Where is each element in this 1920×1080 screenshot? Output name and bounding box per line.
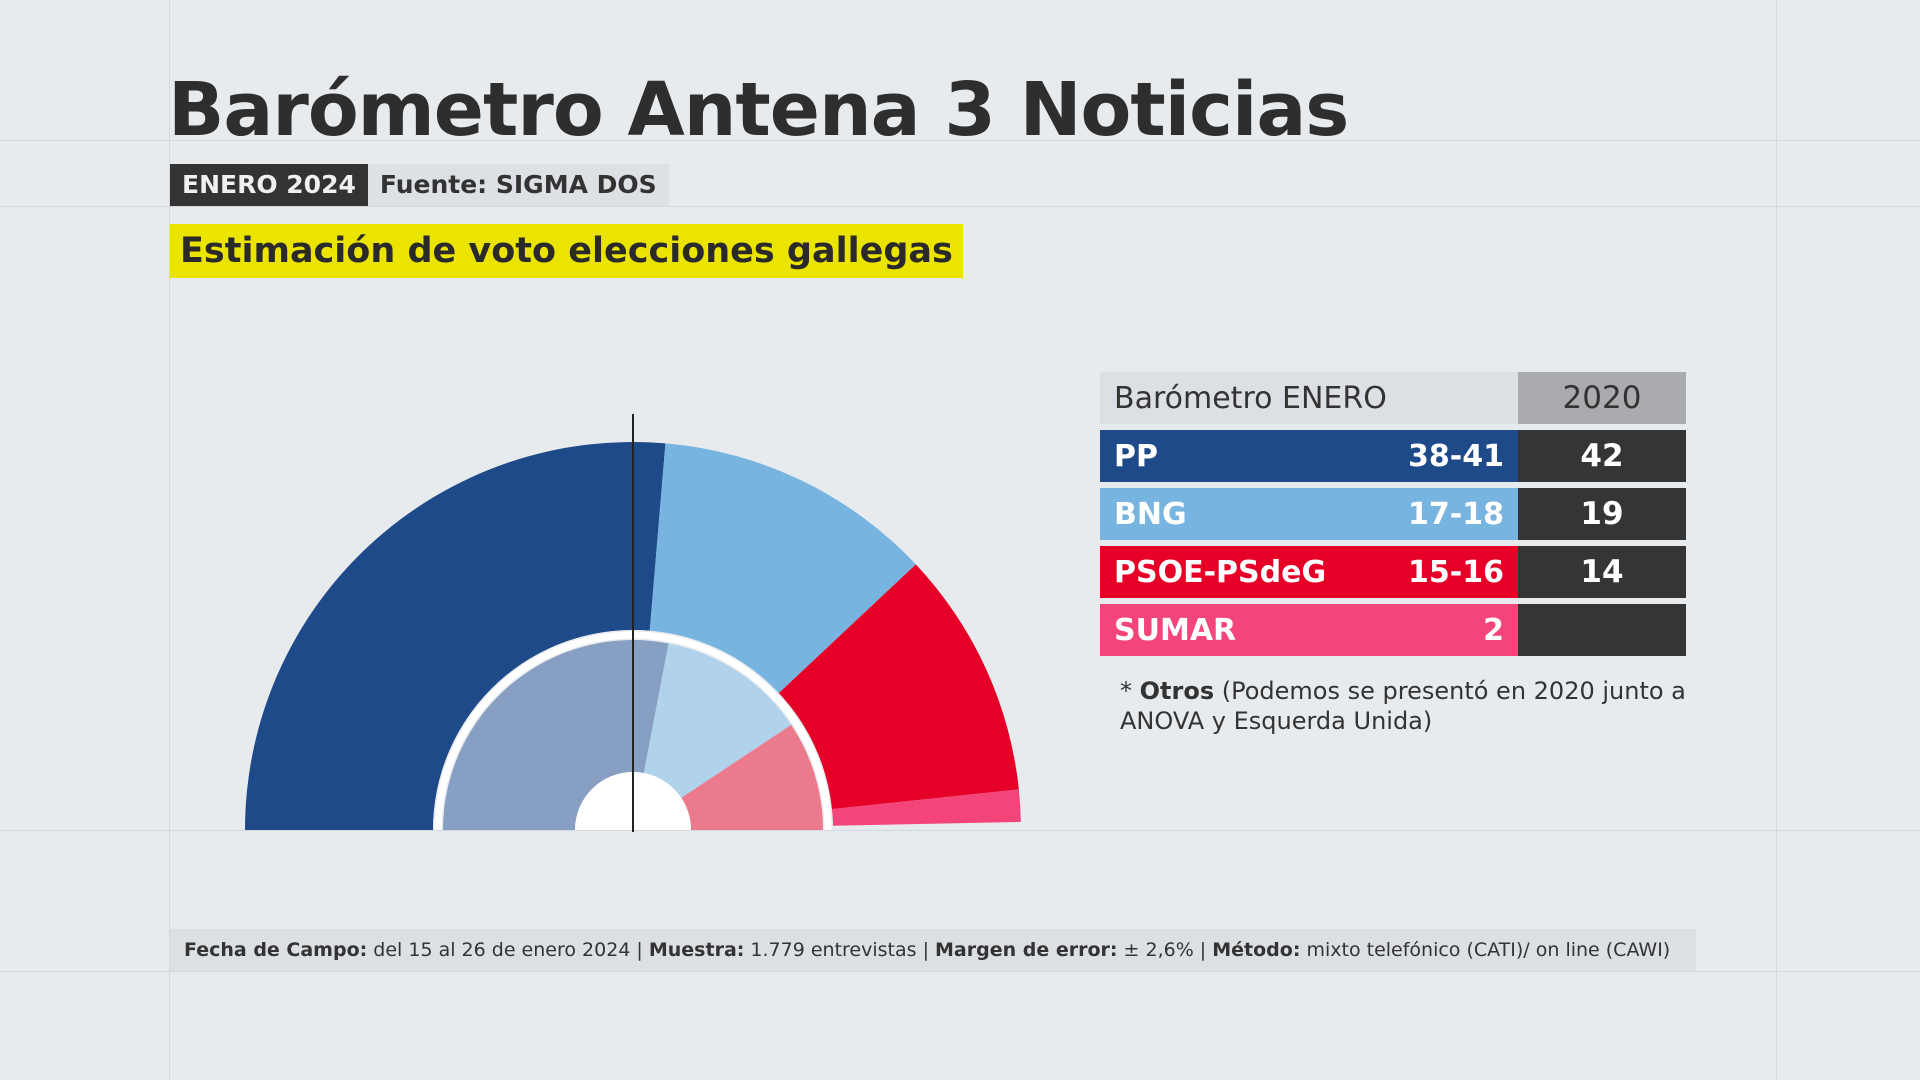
grid-line [1776,0,1777,1080]
note-text: (Podemos se presentó en 2020 junto a ANO… [1120,677,1686,735]
footer-metodo-value: mixto telefónico (CATI)/ on line (CAWI) [1300,939,1671,961]
grid-line [0,830,1920,831]
party-previous: 19 [1518,488,1686,540]
table-row: SUMAR 2 [1100,604,1686,656]
party-cell: BNG 17-18 [1100,488,1518,540]
page-title: Barómetro Antena 3 Noticias [168,67,1349,153]
date-badge: ENERO 2024 [170,164,368,206]
header-current-label: Barómetro ENERO [1114,380,1387,416]
footer-metodo-label: Método: [1212,939,1301,961]
seat-segment-psoe-psdeg [681,724,823,830]
party-previous [1518,604,1686,656]
party-previous: 42 [1518,430,1686,482]
outer-ring [245,441,1021,830]
party-name: SUMAR [1114,612,1237,648]
party-cell: PP 38-41 [1100,430,1518,482]
table-header: Barómetro ENERO 2020 [1100,372,1686,424]
header-current: Barómetro ENERO [1100,372,1518,424]
party-estimate: 38-41 [1408,438,1504,474]
grid-line [0,971,1920,972]
source-label: Fuente: SIGMA DOS [367,164,669,206]
note-prefix: * [1120,677,1140,705]
seat-segment-pp [245,441,666,830]
grid-line [0,140,1920,141]
party-name: PP [1114,438,1158,474]
footer-muestra-value: 1.779 entrevistas | [744,939,936,961]
party-estimate: 15-16 [1408,554,1504,590]
inner-ring [443,640,823,830]
party-estimate: 17-18 [1408,496,1504,532]
seat-segment-pp [443,640,669,830]
results-table: Barómetro ENERO 2020 PP 38-41 42 BNG 17-… [1100,372,1686,662]
table-row: PP 38-41 42 [1100,430,1686,482]
footer-muestra-label: Muestra: [648,939,745,961]
footer-fecha-value: del 15 al 26 de enero 2024 | [367,939,649,961]
footer-fecha-label: Fecha de Campo: [184,939,368,961]
others-note: * Otros (Podemos se presentó en 2020 jun… [1120,676,1720,736]
party-cell: PSOE-PSdeG 15-16 [1100,546,1518,598]
meta-row: ENERO 2024 Fuente: SIGMA DOS [170,164,669,206]
table-row: PSOE-PSdeG 15-16 14 [1100,546,1686,598]
chart-subtitle: Estimación de voto elecciones gallegas [170,224,963,278]
header-previous: 2020 [1518,372,1686,424]
party-cell: SUMAR 2 [1100,604,1518,656]
methodology-footer: Fecha de Campo: del 15 al 26 de enero 20… [170,929,1696,971]
seat-segment-bng [643,643,792,798]
footer-margen-label: Margen de error: [935,939,1118,961]
grid-line [0,206,1920,207]
chart-overlay [434,414,832,832]
seat-segment-bng [649,443,916,694]
seat-segment-sumar [831,789,1021,826]
party-name: BNG [1114,496,1187,532]
party-estimate: 2 [1483,612,1504,648]
footer-margen-value: ± 2,6% | [1117,939,1213,961]
party-name: PSOE-PSdeG [1114,554,1327,590]
note-bold: Otros [1139,677,1215,705]
seat-segment-psoe-psdeg [778,564,1019,810]
grid-line [169,0,170,1080]
table-row: BNG 17-18 19 [1100,488,1686,540]
party-previous: 14 [1518,546,1686,598]
